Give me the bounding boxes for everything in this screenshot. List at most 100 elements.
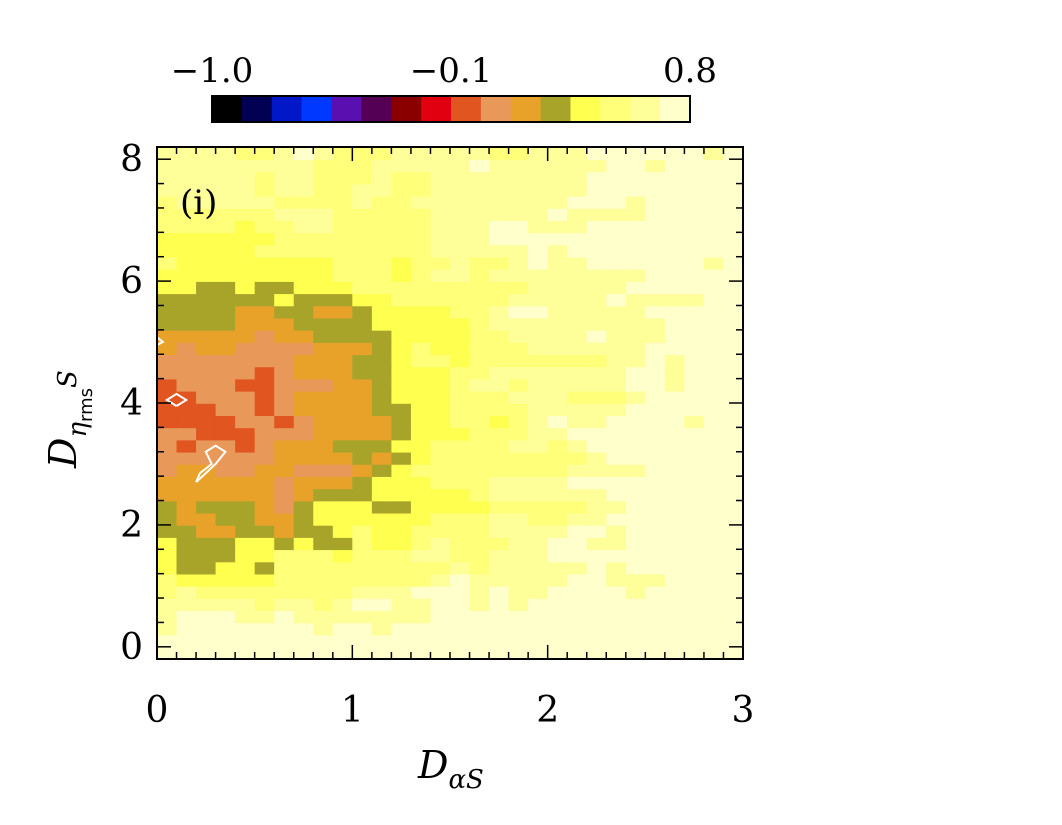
heatmap-cell [547,451,568,465]
heatmap-cell [371,232,393,246]
heatmap-cell [157,183,178,197]
heatmap-cell [410,293,432,307]
y-axis-label-sub-greek: η [63,422,93,438]
heatmap-cell [293,415,315,429]
heatmap-cell [684,549,705,563]
heatmap-cell [410,329,432,343]
heatmap-cell [352,378,373,392]
heatmap-cell [547,305,568,319]
heatmap-cell [371,354,393,368]
heatmap-cell [450,512,471,526]
heatmap-cell [508,610,529,624]
heatmap-cell [430,207,451,221]
heatmap-cell [469,451,490,465]
colorbar-segment [630,96,661,122]
heatmap-cell [606,195,627,209]
heatmap-cell [664,281,686,295]
heatmap-cell [352,268,373,282]
heatmap-cell [469,537,490,551]
heatmap-cell [313,207,334,221]
heatmap-cell [352,463,373,477]
heatmap-cell [254,281,275,295]
heatmap-cell [723,573,743,587]
heatmap-cell [430,598,451,612]
heatmap-cell [215,354,236,368]
heatmap-cell [157,427,178,441]
heatmap-cell [625,598,647,612]
heatmap-cell [196,354,217,368]
heatmap-cell [645,390,666,404]
heatmap-cell [625,500,647,514]
heatmap-cell [313,524,334,538]
heatmap-cell [567,585,588,599]
heatmap-cell [645,207,666,221]
heatmap-cell [430,610,451,624]
heatmap-cell [391,415,412,429]
heatmap-cell [215,524,236,538]
heatmap-cell [430,342,451,356]
heatmap-cell [254,585,275,599]
heatmap-cell [586,366,608,380]
heatmap-cell [664,537,686,551]
heatmap-cell [645,573,666,587]
heatmap-cell [196,646,217,659]
heatmap-cell [235,268,256,282]
heatmap-cell [547,268,568,282]
heatmap-cell [645,463,666,477]
heatmap-cell [235,549,256,563]
heatmap-cell [703,524,725,538]
heatmap-cell [215,610,236,624]
heatmap-cell [274,220,295,234]
heatmap-cell [547,403,568,416]
heatmap-cell [645,524,666,538]
heatmap-cell [703,378,725,392]
heatmap-cell [508,378,529,392]
heatmap-cell [469,390,490,404]
heatmap-cell [645,634,666,648]
heatmap-cell [196,415,217,429]
heatmap-cell [567,171,588,185]
heatmap-cell [332,549,354,563]
heatmap-cell [703,268,725,282]
heatmap-cell [215,598,236,612]
heatmap-cell [723,524,743,538]
heatmap-cell [410,317,432,331]
heatmap-cell [313,390,334,404]
heatmap-cell [196,427,217,441]
heatmap-cell [215,244,236,258]
heatmap-cell [450,549,471,563]
heatmap-cell [723,171,743,185]
heatmap-cell [664,293,686,307]
heatmap-cell [664,256,686,270]
heatmap-cell [391,537,412,551]
heatmap-cell [625,573,647,587]
heatmap-cell [625,342,647,356]
heatmap-cell [176,585,197,599]
heatmap-cell [430,451,451,465]
heatmap-cell [176,281,197,295]
heatmap-cell [684,317,705,331]
heatmap-cell [332,476,354,490]
heatmap-cell [606,561,627,575]
heatmap-cell [157,232,178,246]
heatmap-cell [196,305,217,319]
heatmap-cell [567,354,588,368]
heatmap-cell [215,305,236,319]
heatmap-cell [645,439,666,453]
heatmap-cell [528,524,549,538]
heatmap-cell [430,354,451,368]
heatmap-cell [352,256,373,270]
heatmap-cell [430,171,451,185]
heatmap-cell [176,232,197,246]
heatmap-cell [703,427,725,441]
heatmap-cell [391,256,412,270]
heatmap-cell [254,610,275,624]
heatmap-cell [625,634,647,648]
heatmap-cell [371,183,393,197]
heatmap-cell [235,147,256,160]
heatmap-cell [528,293,549,307]
heatmap-cell [371,512,393,526]
heatmap-cell [235,415,256,429]
heatmap-cell [547,610,568,624]
heatmap-cell [332,366,354,380]
